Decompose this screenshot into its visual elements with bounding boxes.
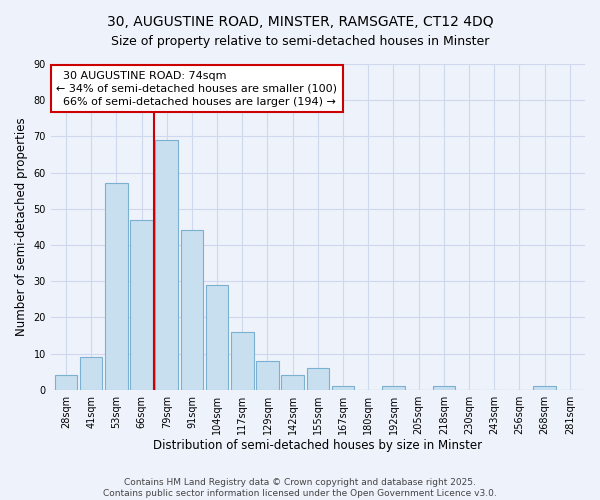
Bar: [256, 361, 279, 390]
Bar: [130, 220, 153, 390]
Bar: [206, 285, 229, 390]
Bar: [433, 386, 455, 390]
Bar: [55, 375, 77, 390]
Bar: [382, 386, 405, 390]
Text: Size of property relative to semi-detached houses in Minster: Size of property relative to semi-detach…: [111, 35, 489, 48]
Bar: [105, 184, 128, 390]
Bar: [155, 140, 178, 390]
Bar: [281, 375, 304, 390]
Bar: [533, 386, 556, 390]
Bar: [231, 332, 254, 390]
X-axis label: Distribution of semi-detached houses by size in Minster: Distribution of semi-detached houses by …: [154, 440, 482, 452]
Bar: [181, 230, 203, 390]
Bar: [307, 368, 329, 390]
Text: 30 AUGUSTINE ROAD: 74sqm
← 34% of semi-detached houses are smaller (100)
  66% o: 30 AUGUSTINE ROAD: 74sqm ← 34% of semi-d…: [56, 70, 337, 107]
Bar: [332, 386, 355, 390]
Bar: [80, 357, 103, 390]
Text: 30, AUGUSTINE ROAD, MINSTER, RAMSGATE, CT12 4DQ: 30, AUGUSTINE ROAD, MINSTER, RAMSGATE, C…: [107, 15, 493, 29]
Y-axis label: Number of semi-detached properties: Number of semi-detached properties: [15, 118, 28, 336]
Text: Contains HM Land Registry data © Crown copyright and database right 2025.
Contai: Contains HM Land Registry data © Crown c…: [103, 478, 497, 498]
